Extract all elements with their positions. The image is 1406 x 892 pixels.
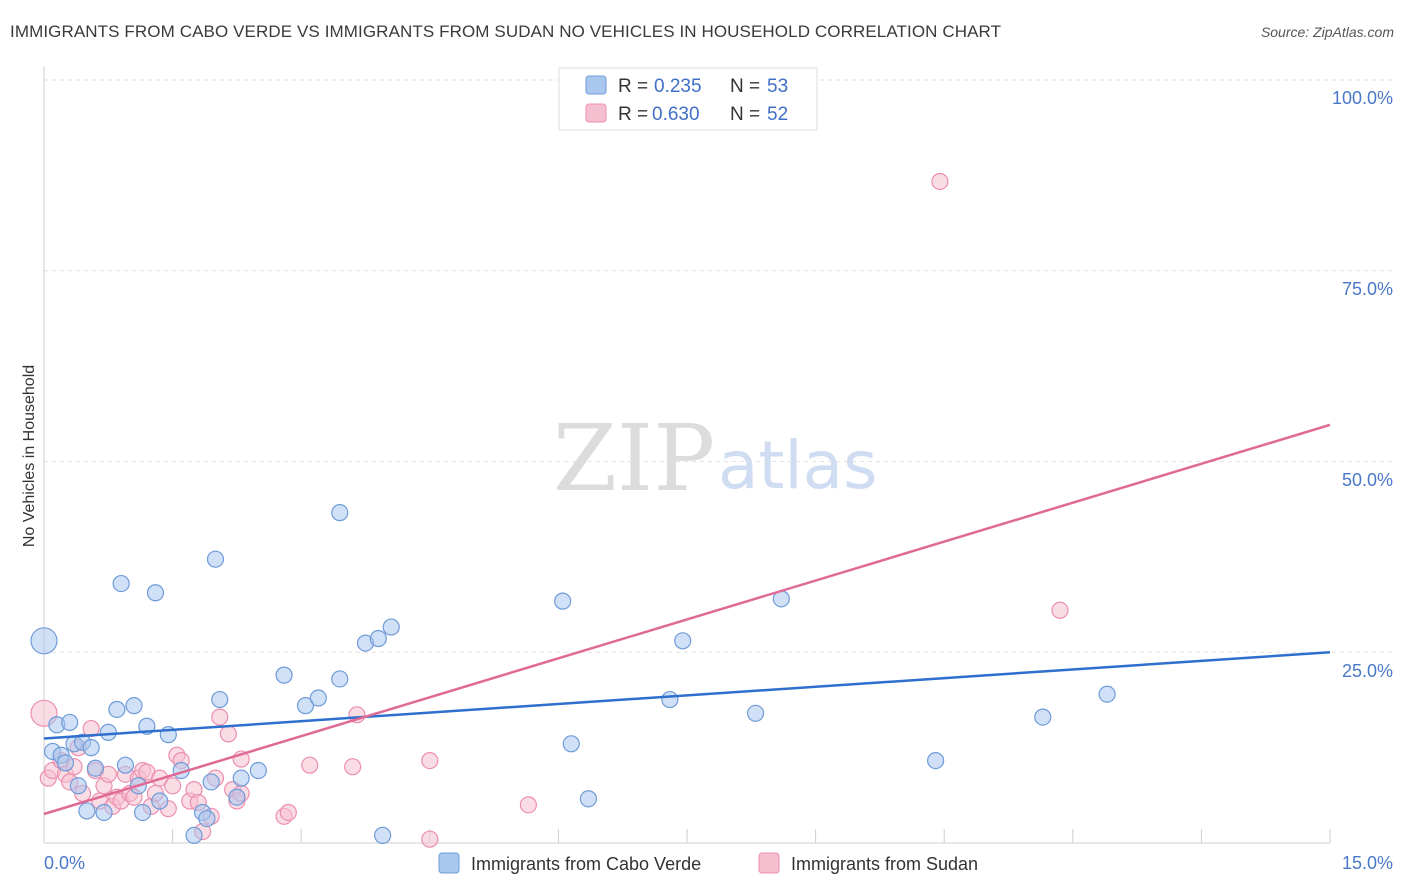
y-tick-label-25: 25.0% — [1342, 661, 1393, 681]
bottom-legend-label-cabo-verde: Immigrants from Cabo Verde — [471, 854, 701, 874]
cabo-verde-point-19 — [133, 803, 152, 822]
cabo-verde-point-52 — [1098, 685, 1116, 703]
cabo-verde-point-15 — [112, 574, 130, 593]
cabo-verde-point-13 — [99, 723, 117, 741]
cabo-verde-point-44 — [562, 735, 580, 753]
cabo-verde-point-4 — [56, 754, 75, 772]
cabo-verde-point-37 — [331, 504, 349, 522]
cabo-verde-point-36 — [309, 689, 327, 707]
y-axis-label: No Vehicles in Household — [21, 365, 38, 547]
x-tick-label-min: 0.0% — [44, 853, 85, 873]
legend-r-value-blue: 0.235 — [654, 76, 702, 97]
grid — [44, 79, 1392, 653]
cabo-verde-point-35 — [296, 697, 315, 715]
cabo-verde-point-5 — [61, 713, 79, 732]
cabo-verde-point-0 — [30, 627, 58, 655]
cabo-verde-point-17 — [125, 697, 143, 715]
trend-lines — [43, 423, 1331, 816]
cabo-verde-point-38 — [331, 670, 349, 688]
series-sudan-points — [30, 172, 1069, 848]
sudan-point-36 — [211, 708, 229, 726]
legend-r-value-pink: 0.630 — [652, 104, 700, 125]
trend-line-cabo-verde — [43, 651, 1331, 740]
y-tick-label-100: 100.0% — [1332, 88, 1393, 108]
legend-swatch-blue — [585, 75, 607, 95]
cabo-verde-point-22 — [151, 792, 169, 810]
sudan-point-51 — [1051, 601, 1069, 619]
cabo-verde-point-42 — [374, 826, 392, 844]
cabo-verde-point-30 — [211, 690, 229, 709]
sudan-point-50 — [931, 172, 949, 191]
y-tick-label-50: 50.0% — [1342, 470, 1393, 490]
bottom-legend-swatch-pink — [758, 852, 780, 874]
chart-title: IMMIGRANTS FROM CABO VERDE VS IMMIGRANTS… — [10, 22, 1002, 41]
sudan-point-45 — [344, 758, 362, 776]
sudan-point-49 — [519, 796, 537, 814]
cabo-verde-point-16 — [116, 756, 135, 774]
cabo-verde-point-48 — [746, 704, 765, 722]
watermark-zip: ZIP — [553, 405, 715, 512]
cabo-verde-point-11 — [86, 759, 105, 777]
cabo-verde-point-25 — [185, 826, 203, 844]
cabo-verde-point-43 — [554, 592, 572, 610]
legend-swatch-pink — [585, 103, 607, 123]
series-legend: Immigrants from Cabo Verde Immigrants fr… — [438, 852, 978, 874]
cabo-verde-point-27 — [198, 809, 216, 828]
cabo-verde-point-9 — [78, 802, 96, 820]
legend-n-value-pink: 52 — [767, 104, 788, 125]
cabo-verde-point-12 — [95, 803, 113, 822]
cabo-verde-point-33 — [249, 761, 267, 780]
watermark-atlas: atlas — [718, 427, 878, 504]
cabo-verde-point-10 — [82, 739, 100, 757]
cabo-verde-point-45 — [579, 790, 598, 808]
sudan-point-48 — [421, 830, 439, 848]
cabo-verde-point-32 — [232, 769, 250, 787]
sudan-point-44 — [301, 756, 319, 774]
cabo-verde-point-34 — [275, 666, 293, 684]
bottom-legend-label-sudan: Immigrants from Sudan — [791, 854, 978, 874]
sudan-point-27 — [164, 777, 182, 795]
legend-n-label-pink: N = — [730, 104, 760, 125]
cabo-verde-point-14 — [108, 700, 126, 719]
legend-n-value-blue: 53 — [767, 76, 788, 97]
cabo-verde-point-31 — [228, 788, 246, 806]
cabo-verde-point-21 — [146, 584, 165, 602]
cabo-verde-point-40 — [369, 629, 387, 648]
sudan-point-37 — [219, 725, 237, 743]
cabo-verde-point-41 — [382, 618, 400, 636]
cabo-verde-point-29 — [206, 550, 225, 568]
bottom-legend-swatch-blue — [438, 852, 460, 874]
correlation-legend: R = 0.235 N = 53 R = 0.630 N = 52 — [558, 67, 818, 131]
cabo-verde-point-28 — [202, 773, 220, 791]
y-tick-label-75: 75.0% — [1342, 279, 1393, 299]
x-tick-label-max: 15.0% — [1342, 853, 1393, 873]
sudan-point-47 — [421, 751, 439, 770]
cabo-verde-point-46 — [661, 690, 679, 709]
trend-line-sudan — [43, 423, 1331, 816]
legend-r-label-blue: R = — [618, 76, 648, 97]
cabo-verde-point-7 — [69, 777, 87, 795]
cabo-verde-point-51 — [1034, 708, 1052, 726]
cabo-verde-point-47 — [674, 632, 692, 650]
legend-r-label-pink: R = — [618, 104, 648, 125]
sudan-point-43 — [279, 803, 297, 822]
cabo-verde-point-50 — [927, 751, 945, 770]
source-credit: Source: ZipAtlas.com — [1260, 24, 1394, 40]
legend-n-label-blue: N = — [730, 76, 760, 97]
